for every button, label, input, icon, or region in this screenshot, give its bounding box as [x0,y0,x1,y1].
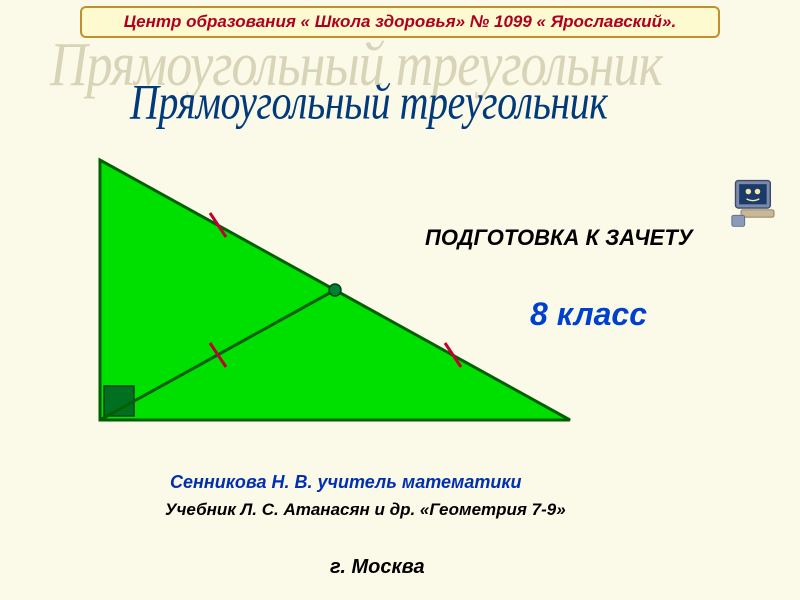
prep-label: ПОДГОТОВКА К ЗАЧЕТУ [425,225,693,251]
textbook-ref: Учебник Л. С. Атанасян и др. «Геометрия … [165,500,566,520]
school-header-text: Центр образования « Школа здоровья» № 10… [124,12,676,31]
page-title: Прямоугольный треугольник [130,72,607,131]
teacher-name: Сенникова Н. В. учитель математики [170,472,521,493]
city-label: г. Москва [330,556,425,579]
right-angle-marker [104,386,134,416]
midpoint-dot [329,284,341,296]
grade-label: 8 класс [530,296,647,333]
triangle-diagram [80,140,580,440]
computer-icon [730,175,785,230]
triangle-svg [80,140,580,440]
